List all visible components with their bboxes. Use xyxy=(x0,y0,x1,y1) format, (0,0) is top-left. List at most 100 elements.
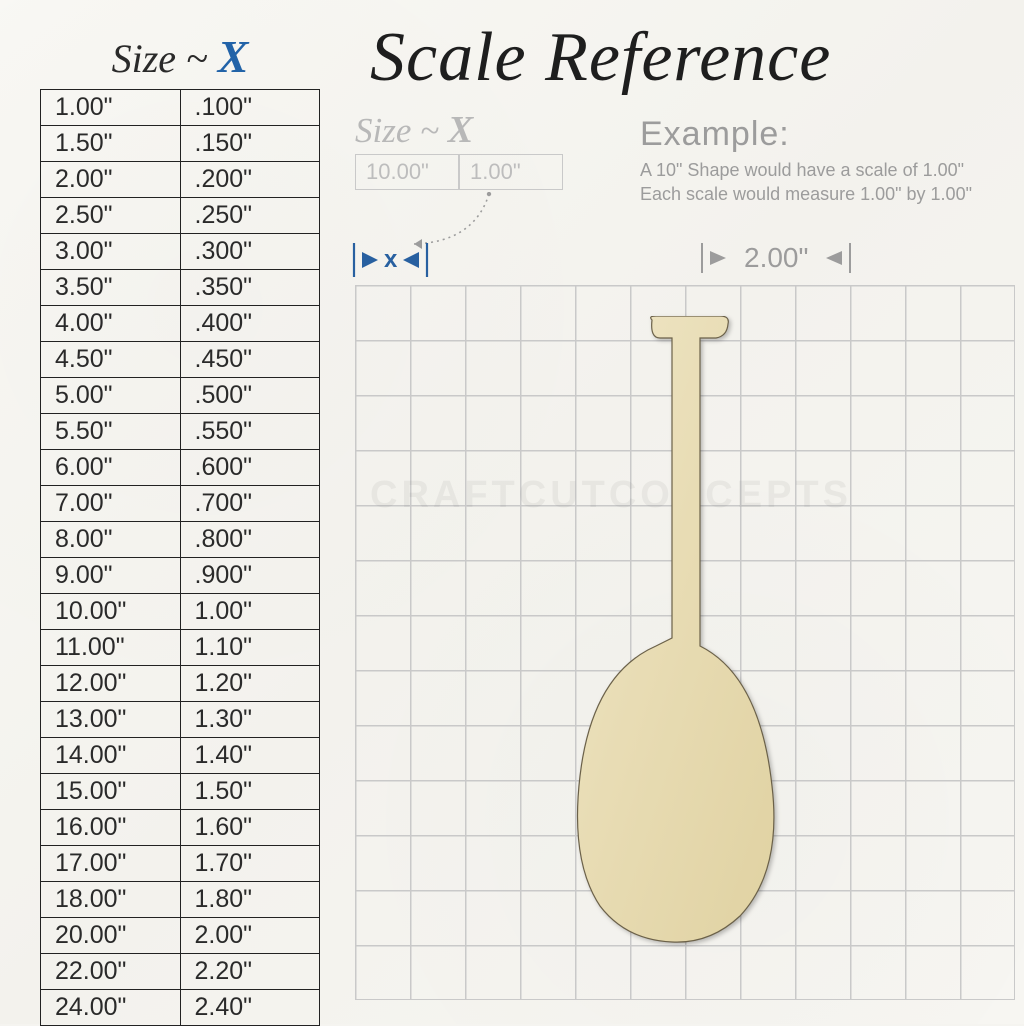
scale-cell: 1.80" xyxy=(180,882,320,918)
example-heading: Example: xyxy=(640,115,972,154)
scale-cell: 1.20" xyxy=(180,666,320,702)
scale-cell: 1.00" xyxy=(180,594,320,630)
scale-cell: .200" xyxy=(180,162,320,198)
key-row: 10.00" 1.00" xyxy=(355,154,563,190)
size-cell: 5.00" xyxy=(41,378,181,414)
size-cell: 15.00" xyxy=(41,774,181,810)
table-row: 7.00".700" xyxy=(41,486,320,522)
scale-cell: .100" xyxy=(180,90,320,126)
table-row: 2.50".250" xyxy=(41,198,320,234)
size-key-heading: Size ~ X xyxy=(355,108,563,152)
example-line-1: A 10" Shape would have a scale of 1.00" xyxy=(640,158,972,182)
table-row: 4.50".450" xyxy=(41,342,320,378)
size-cell: 3.50" xyxy=(41,270,181,306)
key-cell-scale: 1.00" xyxy=(459,154,563,190)
two-marker-label: 2.00" xyxy=(744,242,808,274)
table-row: 5.00".500" xyxy=(41,378,320,414)
size-cell: 10.00" xyxy=(41,594,181,630)
size-cell: 16.00" xyxy=(41,810,181,846)
size-cell: 24.00" xyxy=(41,990,181,1026)
size-cell: 17.00" xyxy=(41,846,181,882)
size-cell: 7.00" xyxy=(41,486,181,522)
page-title: Scale Reference xyxy=(370,18,831,98)
example-line-2: Each scale would measure 1.00" by 1.00" xyxy=(640,182,972,206)
size-heading-x: X xyxy=(218,31,249,82)
size-cell: 9.00" xyxy=(41,558,181,594)
scale-cell: 1.40" xyxy=(180,738,320,774)
size-cell: 5.50" xyxy=(41,414,181,450)
table-row: 11.00"1.10" xyxy=(41,630,320,666)
table-row: 18.00"1.80" xyxy=(41,882,320,918)
example-block: Example: A 10" Shape would have a scale … xyxy=(640,115,972,207)
scale-cell: 1.50" xyxy=(180,774,320,810)
scale-cell: .900" xyxy=(180,558,320,594)
size-cell: 6.00" xyxy=(41,450,181,486)
table-row: 16.00"1.60" xyxy=(41,810,320,846)
size-table-container: Size ~ X 1.00".100"1.50".150"2.00".200"2… xyxy=(40,30,320,1026)
scale-cell: .400" xyxy=(180,306,320,342)
table-row: 17.00"1.70" xyxy=(41,846,320,882)
table-row: 12.00"1.20" xyxy=(41,666,320,702)
scale-cell: 1.70" xyxy=(180,846,320,882)
table-row: 2.00".200" xyxy=(41,162,320,198)
x-marker-label: x xyxy=(384,246,397,274)
scale-cell: .550" xyxy=(180,414,320,450)
size-cell: 13.00" xyxy=(41,702,181,738)
page-root: { "title": "Scale Reference", "table": {… xyxy=(0,0,1024,1024)
size-cell: 22.00" xyxy=(41,954,181,990)
size-cell: 4.00" xyxy=(41,306,181,342)
table-row: 22.00"2.20" xyxy=(41,954,320,990)
x-dimension-marker: x xyxy=(350,240,431,280)
table-row: 9.00".900" xyxy=(41,558,320,594)
scale-cell: .700" xyxy=(180,486,320,522)
size-key: Size ~ X 10.00" 1.00" xyxy=(355,108,563,190)
size-table-heading: Size ~ X xyxy=(40,30,320,83)
size-cell: 20.00" xyxy=(41,918,181,954)
arrow-right-icon xyxy=(698,238,728,278)
table-row: 4.00".400" xyxy=(41,306,320,342)
scale-cell: .150" xyxy=(180,126,320,162)
size-table: 1.00".100"1.50".150"2.00".200"2.50".250"… xyxy=(40,89,320,1026)
size-cell: 8.00" xyxy=(41,522,181,558)
table-row: 3.50".350" xyxy=(41,270,320,306)
paddle-shape xyxy=(560,316,790,946)
scale-cell: 1.30" xyxy=(180,702,320,738)
arrow-left-icon xyxy=(401,240,431,280)
scale-cell: 2.20" xyxy=(180,954,320,990)
size-cell: 14.00" xyxy=(41,738,181,774)
scale-cell: 1.10" xyxy=(180,630,320,666)
table-row: 1.00".100" xyxy=(41,90,320,126)
scale-cell: 1.60" xyxy=(180,810,320,846)
table-row: 20.00"2.00" xyxy=(41,918,320,954)
size-cell: 1.50" xyxy=(41,126,181,162)
table-row: 13.00"1.30" xyxy=(41,702,320,738)
two-inch-marker: 2.00" xyxy=(698,238,854,278)
table-row: 10.00"1.00" xyxy=(41,594,320,630)
size-cell: 18.00" xyxy=(41,882,181,918)
table-row: 15.00"1.50" xyxy=(41,774,320,810)
size-heading-prefix: Size ~ xyxy=(112,36,218,81)
size-cell: 12.00" xyxy=(41,666,181,702)
arrow-right-icon xyxy=(350,240,380,280)
scale-cell: .800" xyxy=(180,522,320,558)
scale-cell: .250" xyxy=(180,198,320,234)
table-row: 6.00".600" xyxy=(41,450,320,486)
scale-cell: .500" xyxy=(180,378,320,414)
size-cell: 2.50" xyxy=(41,198,181,234)
table-row: 3.00".300" xyxy=(41,234,320,270)
scale-cell: .300" xyxy=(180,234,320,270)
key-heading-prefix: Size ~ xyxy=(355,111,448,150)
table-row: 24.00"2.40" xyxy=(41,990,320,1026)
arrow-left-icon xyxy=(824,238,854,278)
size-cell: 2.00" xyxy=(41,162,181,198)
scale-cell: .600" xyxy=(180,450,320,486)
scale-cell: 2.00" xyxy=(180,918,320,954)
table-row: 5.50".550" xyxy=(41,414,320,450)
key-heading-x: X xyxy=(448,109,473,151)
size-cell: 3.00" xyxy=(41,234,181,270)
key-cell-size: 10.00" xyxy=(355,154,459,190)
table-row: 1.50".150" xyxy=(41,126,320,162)
scale-cell: 2.40" xyxy=(180,990,320,1026)
size-cell: 11.00" xyxy=(41,630,181,666)
size-cell: 1.00" xyxy=(41,90,181,126)
